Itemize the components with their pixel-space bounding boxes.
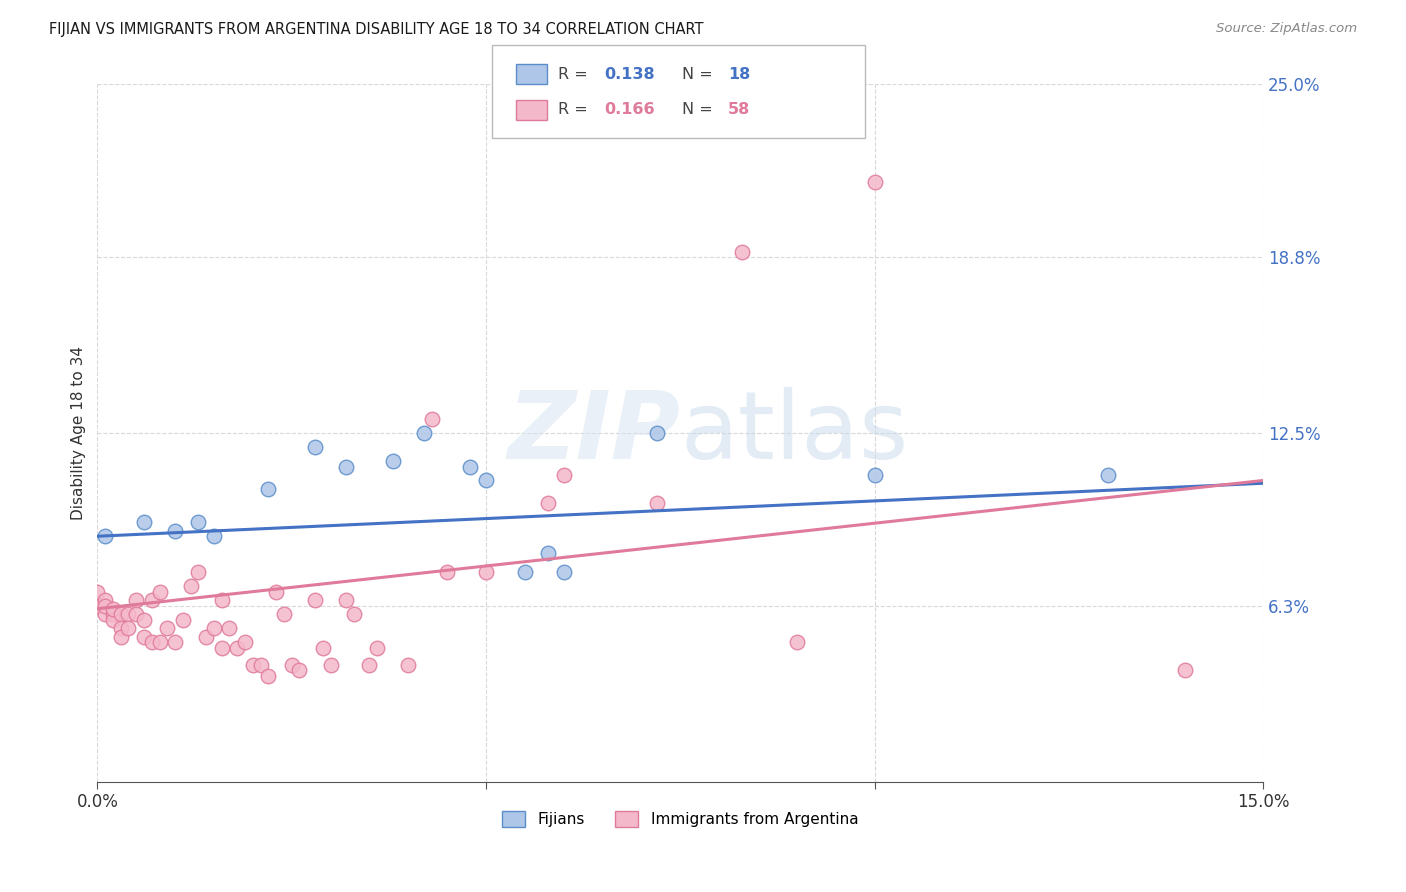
Point [101,607,124,622]
Point [218,621,240,635]
Point [335,593,357,607]
Point [233,635,256,649]
Point [1097,467,1119,482]
Point [553,467,575,482]
Text: R =: R = [558,67,593,81]
Point [141,593,163,607]
Point [132,613,155,627]
Point [366,640,388,655]
Point [304,593,326,607]
Point [786,635,808,649]
Point [86,585,108,599]
Point [110,630,132,644]
Point [202,529,225,543]
Text: N =: N = [682,67,718,81]
Point [202,621,225,635]
Point [242,657,264,672]
Point [475,566,498,580]
Point [141,635,163,649]
Point [280,657,302,672]
Point [1174,663,1197,677]
Text: 0.166: 0.166 [605,103,655,117]
Text: ZIP: ZIP [508,387,681,479]
Point [117,621,139,635]
Point [172,613,194,627]
Point [180,579,202,593]
Point [110,621,132,635]
Point [319,657,342,672]
Point [513,566,536,580]
Point [125,607,148,622]
Point [211,640,233,655]
Point [288,663,311,677]
Point [249,657,271,672]
Point [132,516,155,530]
Point [312,640,335,655]
Point [132,630,155,644]
Point [304,440,326,454]
Text: FIJIAN VS IMMIGRANTS FROM ARGENTINA DISABILITY AGE 18 TO 34 CORRELATION CHART: FIJIAN VS IMMIGRANTS FROM ARGENTINA DISA… [49,22,704,37]
Point [94,593,117,607]
Point [148,635,170,649]
Point [94,599,117,613]
Point [226,640,249,655]
Point [537,496,560,510]
Point [273,607,295,622]
Point [460,459,482,474]
Text: N =: N = [682,103,718,117]
Point [436,566,458,580]
Point [553,566,575,580]
Point [156,621,179,635]
Point [101,601,124,615]
Point [94,607,117,622]
Text: Source: ZipAtlas.com: Source: ZipAtlas.com [1216,22,1357,36]
Text: R =: R = [558,103,593,117]
Point [110,607,132,622]
Text: 18: 18 [728,67,751,81]
Text: 58: 58 [728,103,751,117]
Legend: Fijians, Immigrants from Argentina: Fijians, Immigrants from Argentina [496,805,865,833]
Point [86,599,108,613]
Point [187,566,209,580]
Point [211,593,233,607]
Point [420,412,443,426]
Point [343,607,366,622]
Point [381,454,404,468]
Text: atlas: atlas [681,387,908,479]
Point [863,175,886,189]
Y-axis label: Disability Age 18 to 34: Disability Age 18 to 34 [72,346,86,520]
Point [359,657,381,672]
Text: 0.138: 0.138 [605,67,655,81]
Point [537,546,560,560]
Point [117,607,139,622]
Point [396,657,419,672]
Point [645,425,668,440]
Point [195,630,218,644]
Point [94,529,117,543]
Point [148,585,170,599]
Point [475,474,498,488]
Point [165,635,187,649]
Point [731,244,754,259]
Point [335,459,357,474]
Point [257,482,280,496]
Point [165,524,187,538]
Point [101,613,124,627]
Point [645,496,668,510]
Point [125,593,148,607]
Point [264,585,287,599]
Point [412,425,434,440]
Point [257,668,280,682]
Point [863,467,886,482]
Point [187,516,209,530]
